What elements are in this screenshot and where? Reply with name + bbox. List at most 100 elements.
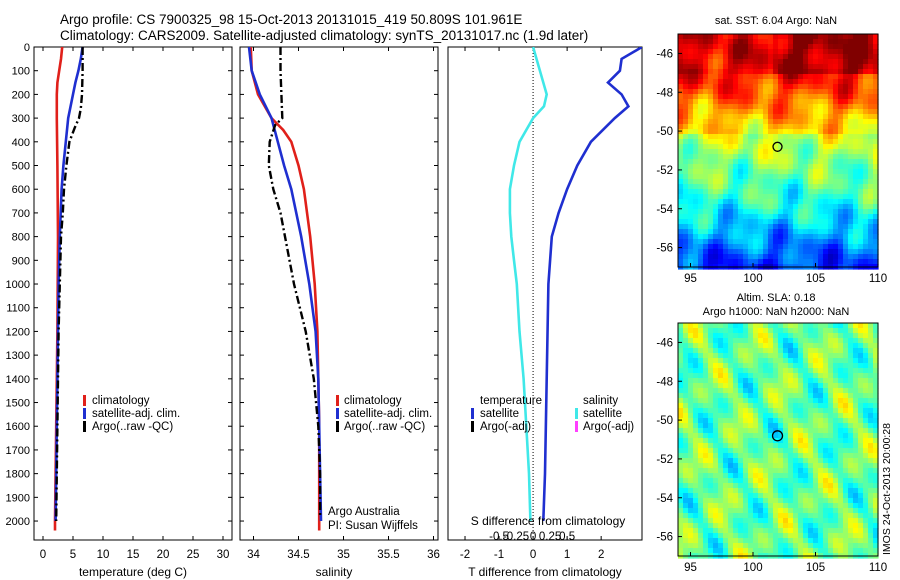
map-cell	[858, 189, 864, 195]
map-cell	[678, 388, 684, 394]
map-cell	[778, 543, 784, 549]
map-cell	[848, 249, 854, 255]
map-cell	[738, 353, 744, 359]
map-cell	[768, 528, 774, 534]
map-cell	[688, 323, 694, 329]
map-cell	[688, 99, 694, 105]
map-cell	[778, 34, 784, 40]
map-cell	[858, 513, 864, 519]
map-cell	[773, 358, 779, 364]
map-cell	[688, 144, 694, 150]
map-cell	[728, 134, 734, 140]
map-cell	[858, 498, 864, 504]
map-cell	[763, 49, 769, 55]
map-cell	[728, 453, 734, 459]
map-cell	[773, 34, 779, 40]
map-cell	[818, 403, 824, 409]
map-cell	[843, 538, 849, 544]
map-cell	[788, 398, 794, 404]
map-cell	[763, 328, 769, 334]
map-cell	[808, 109, 814, 115]
map-cell	[703, 59, 709, 65]
map-cell	[688, 338, 694, 344]
map-cell	[828, 458, 834, 464]
map-cell	[853, 538, 859, 544]
map-cell	[768, 259, 774, 265]
map-cell	[858, 473, 864, 479]
map-cell	[833, 528, 839, 534]
map-cell	[743, 169, 749, 175]
map-cell	[703, 34, 709, 40]
map-cell	[818, 348, 824, 354]
map-cell	[823, 124, 829, 130]
map-cell	[773, 129, 779, 135]
map-cell	[808, 129, 814, 135]
map-cell	[733, 214, 739, 220]
map-cell	[758, 408, 764, 414]
map-cell	[798, 428, 804, 434]
map-cell	[843, 508, 849, 514]
map-cell	[843, 398, 849, 404]
map-cell	[833, 398, 839, 404]
map-cell	[728, 59, 734, 65]
map-cell	[788, 174, 794, 180]
map-cell	[723, 463, 729, 469]
map-cell	[863, 169, 869, 175]
map-cell	[758, 413, 764, 419]
map-cell	[698, 179, 704, 185]
map-cell	[778, 104, 784, 110]
map-cell	[828, 44, 834, 50]
map-cell	[788, 144, 794, 150]
map-cell	[868, 373, 874, 379]
map-cell	[763, 89, 769, 95]
map-cell	[863, 538, 869, 544]
map-cell	[763, 144, 769, 150]
map-cell	[843, 124, 849, 130]
map-cell	[688, 433, 694, 439]
map-cell	[803, 533, 809, 539]
map-cell	[743, 463, 749, 469]
map-cell	[788, 508, 794, 514]
map-cell	[843, 498, 849, 504]
map-cell	[803, 433, 809, 439]
map-cell	[868, 219, 874, 225]
map-cell	[858, 149, 864, 155]
map-cell	[773, 533, 779, 539]
map-cell	[743, 214, 749, 220]
map-cell	[793, 418, 799, 424]
map-cell	[843, 543, 849, 549]
map-cell	[783, 184, 789, 190]
map-cell	[753, 498, 759, 504]
map-cell	[743, 159, 749, 165]
map-cell	[873, 74, 879, 80]
map-cell	[838, 513, 844, 519]
map-cell	[853, 438, 859, 444]
map-cell	[743, 478, 749, 484]
map-cell	[753, 533, 759, 539]
map-cell	[748, 254, 754, 260]
map-cell	[808, 49, 814, 55]
map-cell	[688, 139, 694, 145]
map-cell	[788, 533, 794, 539]
map-cell	[678, 164, 684, 170]
map-cell	[688, 199, 694, 205]
map-cell	[738, 423, 744, 429]
map-cell	[718, 189, 724, 195]
map-cell	[743, 74, 749, 80]
map-cell	[738, 209, 744, 215]
map-cell	[748, 403, 754, 409]
map-cell	[823, 139, 829, 145]
map-cell	[783, 543, 789, 549]
map-cell	[753, 179, 759, 185]
map-cell	[733, 508, 739, 514]
map-cell	[803, 194, 809, 200]
map-cell	[803, 548, 809, 554]
map-cell	[838, 328, 844, 334]
map-cell	[733, 368, 739, 374]
map-cell	[848, 234, 854, 240]
map-cell	[718, 513, 724, 519]
map-cell	[818, 343, 824, 349]
map-cell	[683, 139, 689, 145]
map-cell	[808, 403, 814, 409]
map-cell	[813, 503, 819, 509]
